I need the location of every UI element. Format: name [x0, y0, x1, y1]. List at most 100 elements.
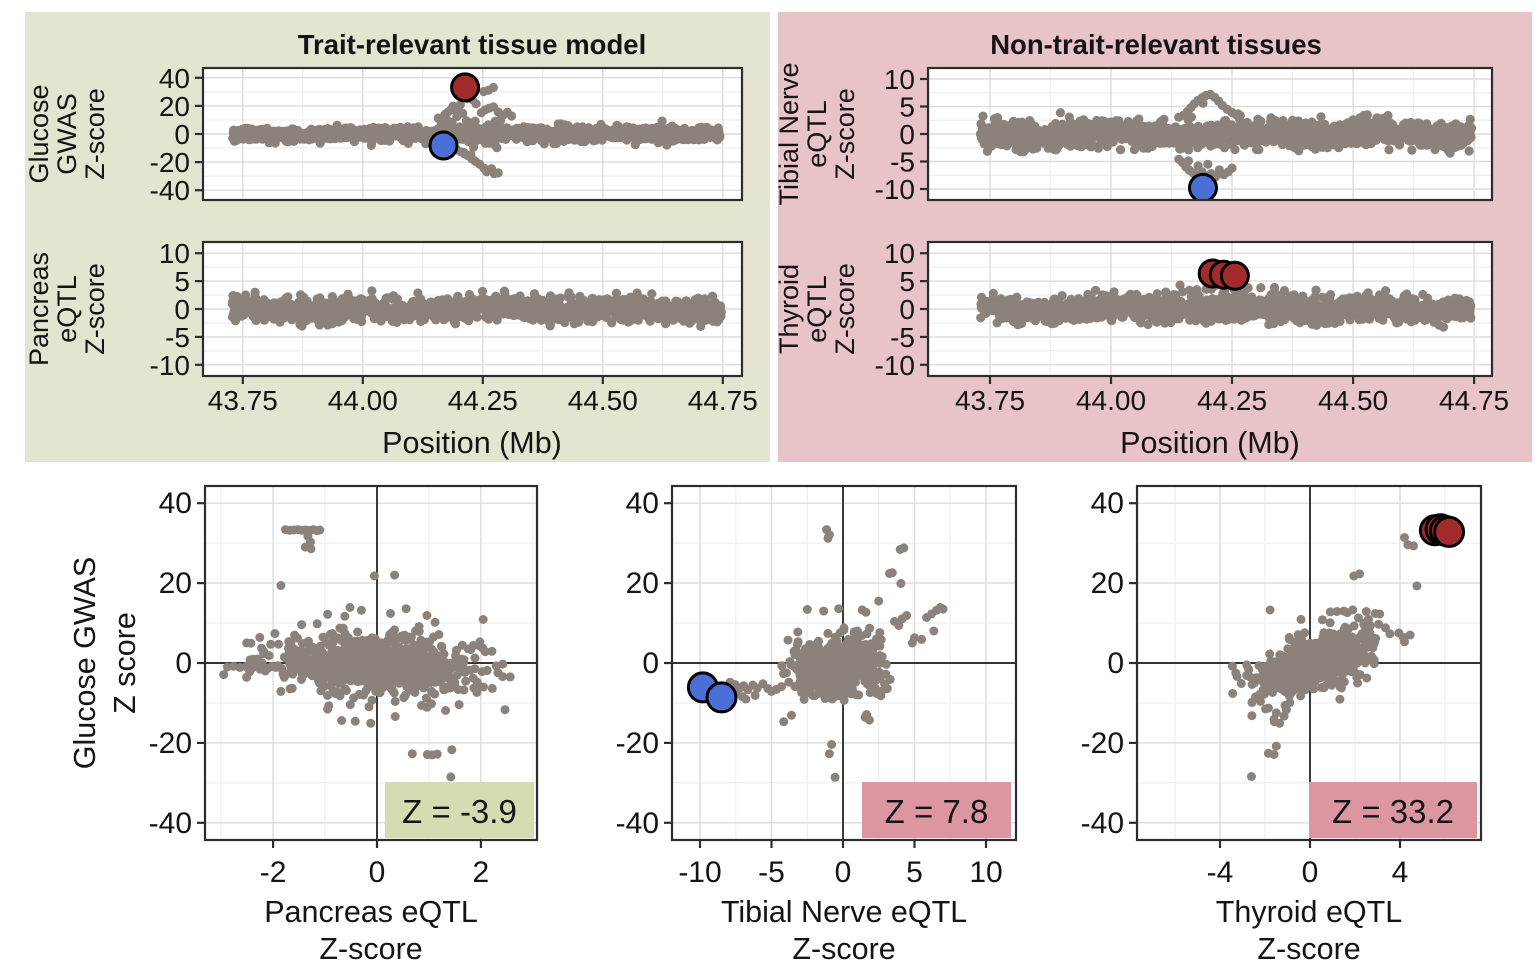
x-axis-label-line: Z-score: [1257, 932, 1360, 966]
highlight-blue-point: [1188, 172, 1218, 200]
x-axis-title-trait: Position (Mb): [382, 426, 562, 460]
y-axis-label-line: Glucose GWAS: [68, 557, 102, 769]
x-tick-label: 44.25: [1197, 385, 1267, 416]
x-tick-label: 0: [835, 856, 852, 889]
y-axis-label-line: eQTL: [802, 100, 832, 168]
x-tick-label: 0: [369, 856, 386, 889]
y-tick-label: 40: [159, 63, 190, 94]
x-tick-label: 10: [969, 856, 1002, 889]
coloc-z-badge: [385, 782, 534, 838]
x-axis-label-line: Z-score: [792, 932, 895, 966]
highlight-points: [1197, 258, 1250, 291]
highlight-points: [1188, 172, 1218, 200]
highlight-red-point: [1433, 515, 1466, 548]
highlight-red-point: [1219, 260, 1250, 291]
x-axis-label-line: Z-score: [319, 932, 422, 966]
x-tick-label: 2: [473, 856, 490, 889]
data-points: [228, 81, 725, 179]
y-axis-label-line: Thyroid: [778, 264, 804, 354]
x-tick-label: 5: [906, 856, 923, 889]
axis-ticks: 40 20 0 -20 -40 -10 -5 0 5 10: [616, 487, 1003, 889]
y-axis-label: Glucose GWAS Z score: [68, 557, 142, 769]
y-tick-label: -10: [875, 174, 915, 205]
y-axis-label-line: Z-score: [830, 88, 860, 180]
data-points: [219, 525, 515, 782]
coloc-z-badge: [862, 782, 1011, 838]
x-tick-label: -10: [678, 856, 721, 889]
highlight-blue-point: [428, 130, 459, 161]
y-tick-label: 0: [899, 294, 915, 325]
y-tick-label: -40: [149, 807, 192, 840]
x-tick-label: 43.75: [955, 385, 1025, 416]
y-axis-label-line: eQTL: [52, 275, 82, 343]
y-tick-label: 5: [899, 266, 915, 297]
x-tick-label: 43.75: [208, 385, 278, 416]
coloc-z-badge: [1309, 782, 1477, 838]
data-points: [976, 280, 1476, 332]
x-tick-label: 44.50: [568, 385, 638, 416]
data-points: [975, 89, 1477, 182]
panel-trait-relevant: Trait-relevant tissue model 40 20 0 -20 -40 G…: [24, 12, 770, 462]
y-tick-label: 5: [899, 92, 915, 123]
x-tick-label: 0: [1302, 856, 1319, 889]
x-axis-label-line: Tibial Nerve eQTL: [721, 895, 967, 929]
nontrait-panel-chart: Non-trait-relevant tissues 1050-5-10Tibi…: [774, 29, 1510, 460]
coloc-z-value: Z = 33.2: [1332, 793, 1454, 830]
y-tick-label: -40: [1081, 807, 1124, 840]
y-tick-label: 40: [159, 487, 192, 520]
x-tick-label: 44.75: [688, 385, 758, 416]
coloc-z-value: Z = -3.9: [402, 793, 517, 830]
y-tick-label: 0: [175, 647, 192, 680]
y-tick-label: 0: [1107, 647, 1124, 680]
x-tick-label: 44.75: [1439, 385, 1509, 416]
highlight-points: [686, 671, 738, 714]
y-axis-label-line: Z-score: [80, 88, 110, 180]
y-tick-label: -10: [875, 350, 915, 381]
y-axis-label-line: Z score: [108, 612, 142, 714]
y-axis-label-line: GWAS: [52, 93, 82, 175]
y-tick-label: 10: [884, 64, 915, 95]
y-axis-label-line: Glucose: [25, 84, 54, 183]
y-axis-label-line: Tibial Nerve: [778, 62, 804, 205]
y-axis-label-line: Pancreas: [25, 252, 54, 366]
y-tick-label: -40: [150, 175, 190, 206]
x-axis-label-line: Pancreas eQTL: [264, 895, 478, 929]
y-tick-label: 0: [174, 294, 190, 325]
y-tick-label: 10: [884, 238, 915, 269]
y-tick-label: 0: [642, 647, 659, 680]
y-tick-label: -20: [149, 727, 192, 760]
y-axis-label-line: eQTL: [802, 275, 832, 343]
highlight-blue-point: [705, 681, 738, 714]
y-axis-label-line: Z-score: [80, 263, 110, 355]
x-tick-label: 44.00: [1076, 385, 1146, 416]
y-tick-label: -20: [616, 727, 659, 760]
y-tick-label: -40: [616, 807, 659, 840]
y-tick-label: -5: [890, 322, 915, 353]
x-axis-label-line: Thyroid eQTL: [1216, 895, 1402, 929]
x-tick-label: 44.00: [328, 385, 398, 416]
trait-panel-chart: Trait-relevant tissue model 40200-20-40G…: [24, 29, 758, 460]
y-tick-label: 20: [626, 567, 659, 600]
panel-title-nontrait: Non-trait-relevant tissues: [990, 29, 1322, 60]
data-points: [725, 525, 948, 782]
y-tick-label: 40: [626, 487, 659, 520]
x-tick-label: 44.25: [448, 385, 518, 416]
y-tick-label: 40: [1091, 487, 1124, 520]
